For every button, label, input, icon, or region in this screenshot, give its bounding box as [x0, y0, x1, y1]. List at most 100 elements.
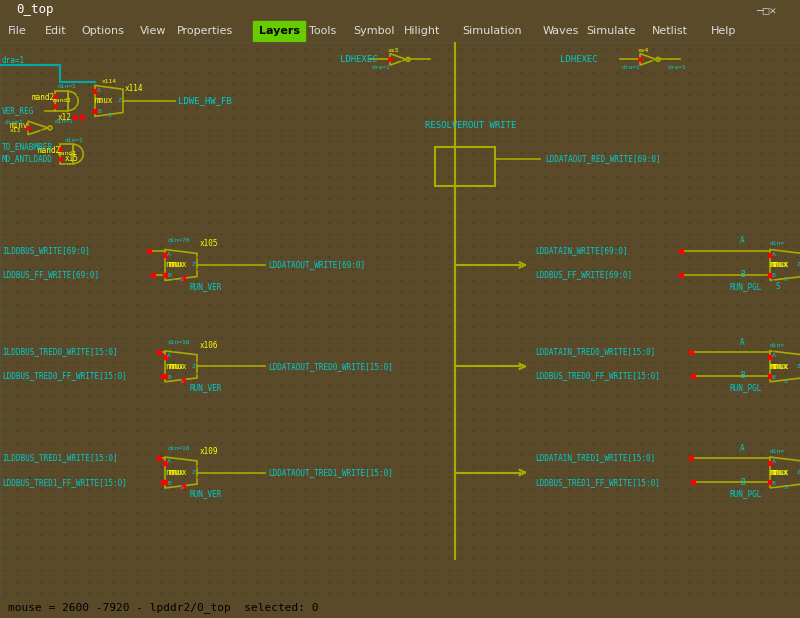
Text: mouse = 2600 -7920 - lpddr2/0_top  selected: 0: mouse = 2600 -7920 - lpddr2/0_top select… — [8, 603, 318, 614]
Text: LDDBUS_FF_WRITE[69:0]: LDDBUS_FF_WRITE[69:0] — [2, 270, 99, 279]
Text: mmux: mmux — [770, 468, 789, 477]
Text: xs3: xs3 — [388, 48, 399, 53]
Text: Options: Options — [82, 26, 125, 36]
Bar — [60, 145, 74, 164]
Text: RUN_VER: RUN_VER — [190, 489, 222, 498]
Text: RUN_PGL: RUN_PGL — [730, 383, 762, 392]
Text: LDDBUS_TRED0_FF_WRITE[15:0]: LDDBUS_TRED0_FF_WRITE[15:0] — [2, 371, 127, 381]
Text: B: B — [772, 273, 776, 278]
Text: B: B — [97, 109, 101, 114]
Bar — [55, 91, 68, 111]
Text: A: A — [772, 459, 776, 464]
Text: mand2: mand2 — [52, 98, 71, 103]
Text: A: A — [167, 252, 170, 256]
Text: A: A — [740, 337, 745, 347]
Text: Netlist: Netlist — [652, 26, 688, 36]
Text: dra=1: dra=1 — [622, 65, 641, 70]
Text: LDDATAIN_WRITE[69:0]: LDDATAIN_WRITE[69:0] — [535, 246, 627, 255]
Text: din=: din= — [770, 241, 785, 246]
Text: x15: x15 — [65, 154, 79, 163]
Text: nmux: nmux — [166, 260, 184, 269]
Text: LDHEXEC: LDHEXEC — [560, 55, 598, 64]
Text: LDDBUS_TRED0_FF_WRITE[15:0]: LDDBUS_TRED0_FF_WRITE[15:0] — [535, 371, 660, 381]
Text: nmux: nmux — [168, 362, 186, 371]
Text: din=70: din=70 — [168, 239, 190, 243]
Text: Symbol: Symbol — [353, 26, 394, 36]
Text: B: B — [772, 481, 776, 486]
Text: ILDDBUS_WRITE[69:0]: ILDDBUS_WRITE[69:0] — [2, 246, 90, 255]
Text: din=1: din=1 — [58, 84, 77, 89]
Text: dra=1: dra=1 — [2, 56, 25, 65]
Text: din=: din= — [770, 449, 785, 454]
Text: minv: minv — [10, 121, 29, 130]
Text: x105: x105 — [200, 239, 218, 248]
Text: x12: x12 — [58, 113, 72, 122]
Text: B: B — [772, 375, 776, 379]
Text: Waves: Waves — [542, 26, 578, 36]
Text: LDDATAIN_TRED0_WRITE[15:0]: LDDATAIN_TRED0_WRITE[15:0] — [535, 347, 655, 357]
Text: RUN_PGL: RUN_PGL — [730, 282, 762, 290]
Text: Hilight: Hilight — [404, 26, 440, 36]
Bar — [253, 21, 305, 41]
Text: mmux: mmux — [770, 260, 789, 269]
Text: LDDBUS_TRED1_FF_WRITE[15:0]: LDDBUS_TRED1_FF_WRITE[15:0] — [2, 478, 127, 486]
Text: din=16: din=16 — [168, 340, 190, 345]
Text: Layers: Layers — [258, 26, 300, 36]
Text: B: B — [167, 273, 170, 278]
Text: nmux: nmux — [168, 468, 186, 477]
Text: A: A — [740, 236, 745, 245]
Text: LDDBUS_TRED1_FF_WRITE[15:0]: LDDBUS_TRED1_FF_WRITE[15:0] — [535, 478, 660, 486]
Text: Properties: Properties — [177, 26, 233, 36]
Text: x114: x114 — [102, 80, 117, 85]
Text: mand2: mand2 — [58, 151, 76, 156]
Text: S: S — [784, 379, 788, 384]
Text: ILDDBUS_TRED0_WRITE[15:0]: ILDDBUS_TRED0_WRITE[15:0] — [2, 347, 118, 357]
Text: nmux: nmux — [166, 362, 184, 371]
Text: LDDATAIN_TRED1_WRITE[15:0]: LDDATAIN_TRED1_WRITE[15:0] — [535, 454, 655, 462]
Text: din=: din= — [770, 342, 785, 347]
Text: mmux: mmux — [770, 362, 789, 371]
Text: nmux: nmux — [168, 260, 186, 269]
Text: Z: Z — [796, 263, 800, 268]
Text: mmux: mmux — [770, 468, 789, 477]
Text: LDDATAOUT_WRITE[69:0]: LDDATAOUT_WRITE[69:0] — [268, 260, 365, 269]
Text: Z: Z — [796, 470, 800, 475]
Text: Z: Z — [118, 98, 121, 103]
Text: Z: Z — [796, 364, 800, 369]
Text: ILDDBUS_TRED1_WRITE[15:0]: ILDDBUS_TRED1_WRITE[15:0] — [2, 454, 118, 462]
Text: A: A — [772, 252, 776, 256]
Text: mmux: mmux — [94, 96, 113, 106]
Text: View: View — [140, 26, 166, 36]
Text: RUN_VER: RUN_VER — [190, 383, 222, 392]
Text: din=1: din=1 — [65, 138, 84, 143]
Text: din=1: din=1 — [55, 119, 74, 124]
Text: din=16: din=16 — [168, 446, 190, 451]
Text: TO_ENABMBFB: TO_ENABMBFB — [2, 142, 53, 151]
Text: B: B — [740, 371, 745, 381]
Text: S: S — [107, 113, 111, 118]
Text: LDDATAOUT_RED_WRITE[69:0]: LDDATAOUT_RED_WRITE[69:0] — [545, 154, 661, 163]
Text: Tools: Tools — [309, 26, 336, 36]
Text: A: A — [97, 88, 101, 93]
Text: mmux: mmux — [770, 362, 789, 371]
Text: dra=1: dra=1 — [372, 65, 390, 70]
Text: ─□✕: ─□✕ — [756, 5, 776, 15]
Text: mand2: mand2 — [38, 146, 61, 154]
Text: A: A — [167, 353, 170, 358]
Text: LDDATAOUT_TRED0_WRITE[15:0]: LDDATAOUT_TRED0_WRITE[15:0] — [268, 362, 393, 371]
Text: LDDBUS_FF_WRITE[69:0]: LDDBUS_FF_WRITE[69:0] — [535, 270, 632, 279]
Text: x109: x109 — [200, 447, 218, 456]
Text: RUN_PGL: RUN_PGL — [730, 489, 762, 498]
Text: dra=1: dra=1 — [5, 120, 24, 125]
Text: VER_REG: VER_REG — [2, 106, 34, 115]
Text: S: S — [179, 379, 183, 384]
Text: dra=1: dra=1 — [668, 65, 686, 70]
Bar — [435, 147, 495, 186]
Text: nmux: nmux — [166, 468, 184, 477]
Text: S: S — [775, 282, 780, 290]
Text: x106: x106 — [200, 341, 218, 350]
Text: mmux: mmux — [770, 260, 789, 269]
Text: Edit: Edit — [45, 26, 66, 36]
Text: B: B — [740, 270, 745, 279]
Text: RUN_VER: RUN_VER — [190, 282, 222, 290]
